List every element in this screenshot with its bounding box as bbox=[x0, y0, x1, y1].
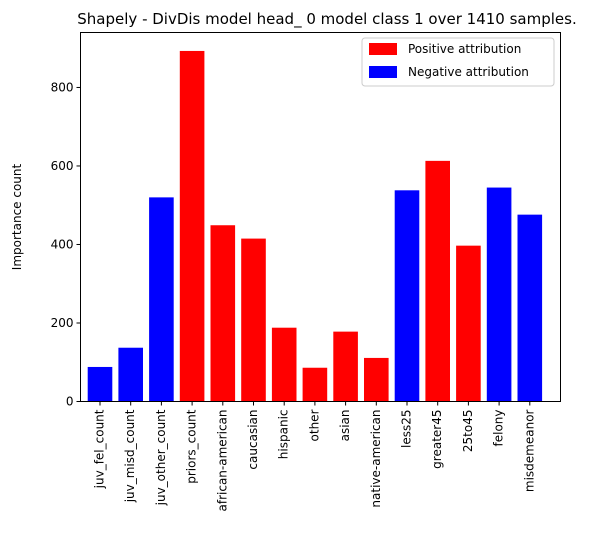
y-tick-label: 600 bbox=[51, 159, 74, 173]
x-tick-label: misdemeanor bbox=[522, 409, 536, 492]
bar-felony bbox=[486, 187, 512, 402]
bar-hispanic bbox=[271, 327, 297, 402]
chart-title: Shapely - DivDis model head_ 0 model cla… bbox=[77, 10, 576, 29]
x-tick-label: asian bbox=[338, 410, 352, 442]
x-tick-label: african-american bbox=[215, 410, 229, 512]
bar-juv_misd_count bbox=[118, 347, 143, 402]
bar-juv_fel_count bbox=[87, 366, 113, 402]
y-axis-ticks: 0 200 400 600 800 bbox=[51, 80, 81, 409]
x-axis-ticks: juv_fel_count juv_misd_count juv_other_cou… bbox=[93, 401, 536, 512]
bar-african-american bbox=[210, 225, 236, 402]
legend-label-positive: Positive attribution bbox=[408, 42, 521, 56]
legend-label-negative: Negative attribution bbox=[408, 65, 529, 79]
x-tick-label: native-american bbox=[369, 410, 383, 508]
x-tick-label: priors_count bbox=[185, 409, 199, 484]
bars-group bbox=[87, 50, 543, 402]
y-tick-label: 0 bbox=[66, 395, 74, 409]
bar-25to45 bbox=[456, 245, 481, 402]
y-axis-label: Importance count bbox=[10, 163, 24, 270]
bar-caucasian bbox=[241, 238, 266, 402]
x-tick-label: other bbox=[307, 409, 321, 441]
x-tick-label: juv_fel_count bbox=[93, 409, 107, 489]
legend-swatch-positive bbox=[369, 43, 397, 55]
bar-priors_count bbox=[179, 50, 205, 402]
legend: Positive attribution Negative attribution bbox=[361, 37, 555, 87]
bar-other bbox=[302, 367, 328, 402]
y-tick-label: 400 bbox=[51, 237, 74, 251]
bar-native-american bbox=[364, 357, 389, 402]
x-tick-label: 25to45 bbox=[461, 410, 475, 453]
x-tick-label: felony bbox=[492, 410, 506, 447]
legend-swatch-negative bbox=[369, 66, 397, 78]
x-tick-label: greater45 bbox=[430, 410, 444, 469]
x-tick-label: less25 bbox=[400, 410, 414, 449]
bar-asian bbox=[333, 331, 358, 402]
bar-misdemeanor bbox=[517, 214, 543, 402]
x-tick-label: hispanic bbox=[277, 410, 291, 460]
bar-juv_other_count bbox=[149, 197, 174, 402]
plot-frame bbox=[80, 32, 561, 402]
legend-box bbox=[361, 37, 555, 87]
bar-greater45 bbox=[425, 160, 450, 402]
y-tick-label: 800 bbox=[51, 80, 74, 94]
x-tick-label: juv_misd_count bbox=[123, 409, 137, 503]
y-tick-label: 200 bbox=[51, 316, 74, 330]
bar-less25 bbox=[394, 190, 420, 402]
x-tick-label: juv_other_count bbox=[154, 409, 168, 506]
x-tick-label: caucasian bbox=[246, 410, 260, 470]
